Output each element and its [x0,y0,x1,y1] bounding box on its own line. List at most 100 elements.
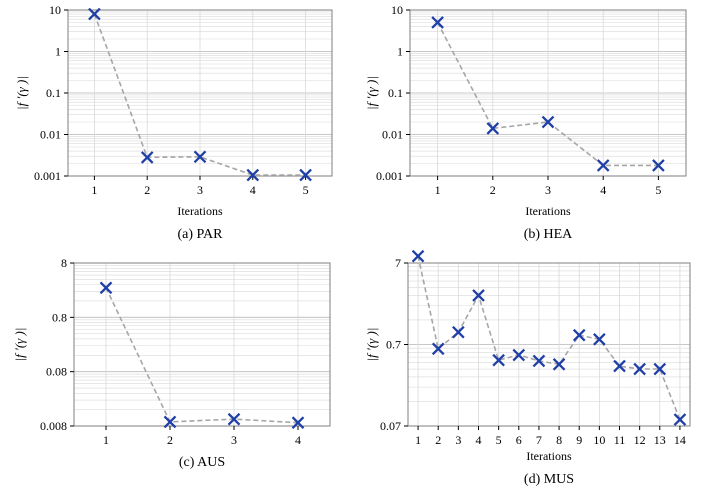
panel-caption: (b) HEA [524,227,573,242]
x-tick-label: 1 [415,433,421,447]
marker-stroke [633,362,646,376]
x-tick-label: 1 [91,183,97,197]
data-point-marker [512,348,526,362]
data-point-marker [633,362,646,376]
data-point-marker [88,7,101,21]
y-tick-label: 0.8 [52,310,67,324]
y-tick-label: 0.008 [40,419,67,433]
grid [408,262,690,427]
y-tick-label: 0.01 [382,128,403,142]
marker-stroke [193,150,207,164]
chart-panel-3: 8 0.8 0.08 0.008 1 2 3 4 |f ′(γ )| (c) AUS [12,256,331,470]
y-tick-label: 0.001 [376,169,403,183]
x-tick-label: 13 [654,433,666,447]
x-tick-label: 4 [250,183,256,197]
panel-caption: (a) PAR [178,227,224,242]
panel-caption: (c) AUS [179,455,225,470]
data-point-marker [652,159,665,172]
x-tick-label: 3 [231,433,237,447]
y-axis-label: |f ′(γ )| [364,76,379,110]
data-point-marker [492,353,505,367]
x-tick-label: 8 [556,433,562,447]
x-axis-label: Iterations [177,204,223,218]
x-axis-label: Iterations [525,204,571,218]
y-tick-label: 1 [55,45,61,59]
chart-panel-1: 10 1 0.1 0.01 0.001 1 2 3 4 5 Iterations |f ′(γ )| (… [14,3,333,242]
marker-stroke [140,151,154,164]
x-axis-label: Iterations [526,449,572,463]
marker-stroke [492,353,505,367]
data-point-marker [486,122,500,135]
x-tick-label: 2 [490,183,496,197]
x-tick-label: 2 [167,433,173,447]
x-tick-label: 12 [634,433,646,447]
marker-stroke [596,159,610,172]
data-point-marker [452,325,465,339]
series-line [105,287,299,424]
series-line [417,255,681,420]
x-tick-label: 3 [455,433,461,447]
marker-stroke [541,115,555,129]
data-point-marker [472,289,485,302]
data-point-marker [541,115,555,129]
data-point-marker [163,415,177,429]
data-point-marker [227,412,241,426]
x-tick-label: 5 [496,433,502,447]
y-tick-label: 0.08 [46,365,67,379]
marker-stroke [163,415,177,429]
x-tick-label: 4 [476,433,482,447]
marker-stroke [593,333,606,346]
data-point-marker [532,354,546,368]
x-tick-label: 4 [295,433,301,447]
marker-stroke [88,7,101,21]
y-tick-label: 0.1 [388,86,403,100]
data-point-marker [431,342,445,356]
data-point-marker [593,333,606,346]
x-tick-label: 14 [674,433,686,447]
y-axis-label: |f ′(γ )| [12,328,27,362]
x-tick-label: 2 [144,183,150,197]
data-point-marker [653,362,667,376]
marker-stroke [291,416,305,430]
marker-stroke [431,342,445,356]
data-point-marker [140,151,154,164]
marker-stroke [411,249,425,263]
marker-stroke [653,362,667,376]
grid [410,9,686,177]
x-tick-label: 6 [516,433,522,447]
chart-panel-4: 70.70.071 2 3 4 5 6 7 8 9 10 11 12 13 14Iterations|f … [364,249,691,487]
data-point-marker [552,357,566,371]
marker-stroke [532,354,546,368]
data-point-marker [246,168,260,182]
x-tick-label: 11 [614,433,626,447]
marker-stroke [431,16,444,29]
x-tick-label: 1 [435,183,441,197]
marker-stroke [299,168,312,182]
marker-stroke [99,281,113,295]
data-point-marker [291,416,305,430]
y-tick-label: 0.07 [380,419,401,433]
y-tick-label: 0.1 [46,86,61,100]
x-tick-label: 1 [103,433,109,447]
marker-stroke [472,289,485,302]
plot-frame [73,262,331,427]
data-point-marker [431,16,444,29]
x-tick-label: 4 [600,183,606,197]
marker-stroke [452,325,465,339]
marker-stroke [512,348,526,362]
marker-stroke [552,357,566,371]
marker-stroke [652,159,665,172]
marker-stroke [486,122,500,135]
x-tick-label: 5 [303,183,309,197]
grid [74,262,330,427]
y-axis-label: |f ′(γ )| [14,76,29,110]
marker-stroke [613,359,626,373]
x-tick-label: 9 [576,433,582,447]
y-axis-label: |f ′(γ )| [364,328,379,362]
marker-stroke [227,412,241,426]
y-tick-label: 0.7 [386,338,401,352]
x-tick-label: 5 [655,183,661,197]
x-tick-label: 10 [593,433,605,447]
y-tick-label: 1 [397,45,403,59]
